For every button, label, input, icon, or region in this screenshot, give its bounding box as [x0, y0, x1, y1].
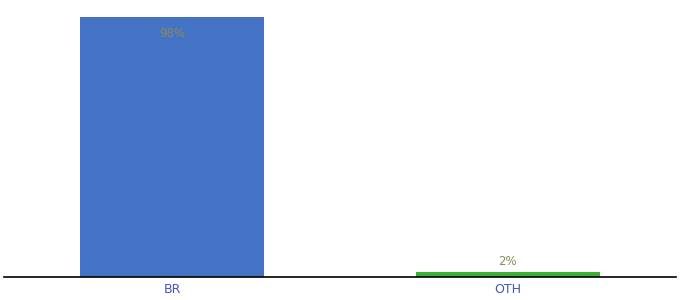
Text: 98%: 98% [159, 27, 185, 40]
Bar [80, 17, 265, 277]
Text: 2%: 2% [498, 255, 517, 268]
Bar [415, 272, 600, 277]
